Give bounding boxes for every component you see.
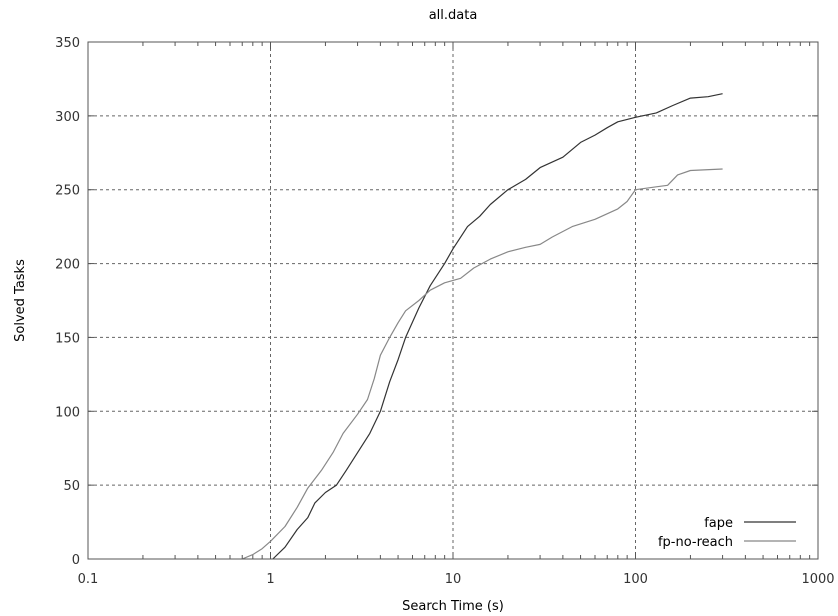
legend-label-1: fp-no-reach (658, 535, 733, 550)
y-axis-title: Solved Tasks (13, 259, 28, 342)
grid (88, 42, 818, 559)
y-tick-label: 250 (55, 184, 80, 199)
series-line-0 (273, 94, 723, 559)
legend-label-0: fape (704, 516, 733, 531)
y-tick-label: 150 (55, 331, 80, 346)
y-tick-label: 100 (55, 405, 80, 420)
series-group (242, 94, 722, 559)
chart-title: all.data (429, 8, 478, 23)
x-axis-ticks: 0.1 1 10 100 1000 (78, 42, 835, 587)
x-tick-label: 0.1 (78, 572, 99, 587)
series-line-1 (242, 169, 722, 559)
y-tick-label: 300 (55, 110, 80, 125)
x-axis-title: Search Time (s) (402, 599, 504, 614)
y-tick-label: 50 (63, 479, 80, 494)
y-tick-label: 200 (55, 258, 80, 273)
legend: fape fp-no-reach (658, 516, 796, 550)
x-tick-label: 100 (623, 572, 648, 587)
x-tick-label: 1 (266, 572, 274, 587)
x-tick-label: 10 (445, 572, 462, 587)
y-tick-label: 0 (72, 553, 80, 568)
x-tick-label: 1000 (801, 572, 834, 587)
y-tick-label: 350 (55, 36, 80, 51)
